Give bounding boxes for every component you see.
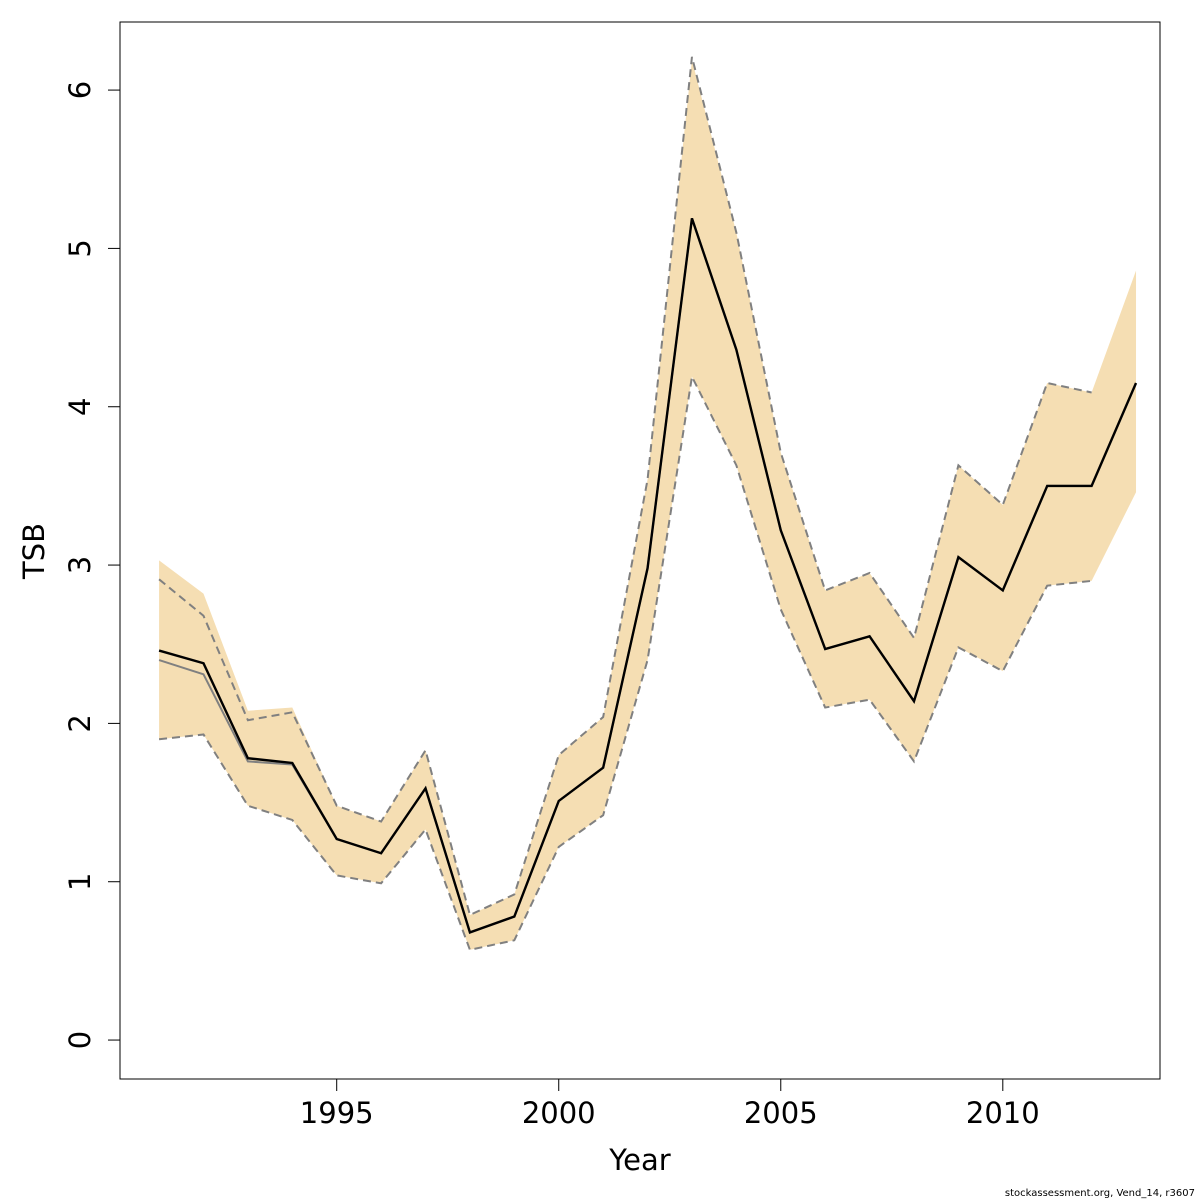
confidence-band — [159, 59, 1137, 950]
y-tick-label: 0 — [63, 1031, 97, 1049]
y-tick-label: 1 — [63, 872, 97, 890]
y-tick-label: 3 — [63, 556, 97, 574]
x-tick-label: 1995 — [300, 1096, 374, 1130]
x-tick-label: 2000 — [522, 1096, 596, 1130]
y-tick-label: 5 — [63, 239, 97, 257]
line — [158, 217, 1138, 934]
footnote: stockassessment.org, Vend_14, r3607 — [1005, 1188, 1195, 1199]
y-tick-label: 4 — [63, 398, 97, 416]
dashed-line — [158, 56, 1092, 917]
x-axis-label: Year — [608, 1143, 670, 1177]
plot-frame — [119, 21, 1161, 1080]
x-tick-label: 2005 — [744, 1096, 818, 1130]
x-tick-label: 2010 — [966, 1096, 1040, 1130]
y-axis-label: TSB — [17, 523, 51, 580]
dashed-line — [158, 373, 1092, 951]
y-tick-label: 2 — [63, 714, 97, 732]
y-tick-label: 6 — [63, 81, 97, 99]
